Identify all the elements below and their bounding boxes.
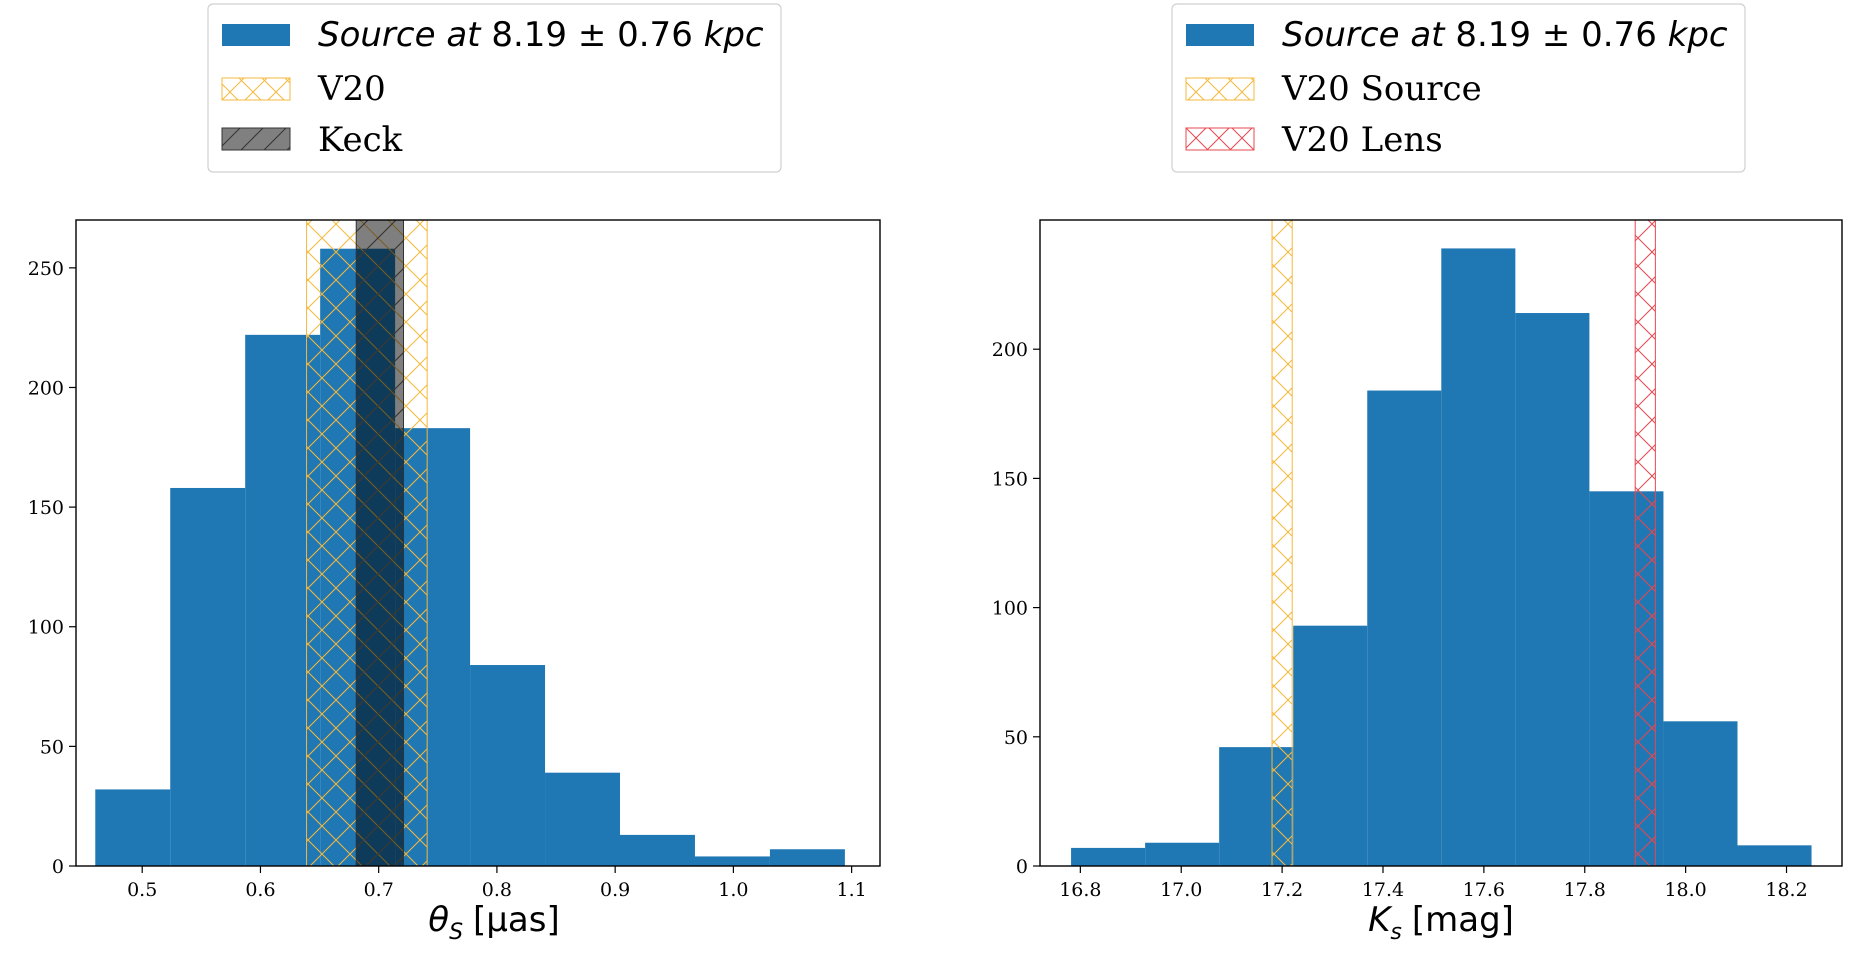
right-hist-bar-9	[1737, 845, 1812, 866]
right-hist-bar-6	[1515, 313, 1590, 866]
left-legend: Source at 8.19 ± 0.76 kpc V20 Keck	[207, 3, 782, 173]
left-legend-swatch-v20	[221, 77, 291, 101]
right-legend-label-v20-lens: V20 Lens	[1281, 120, 1443, 160]
left-legend-hist-suffix: kpc	[693, 15, 764, 55]
left-xtick-label-0: 0.5	[127, 879, 157, 901]
left-ytick-label-5: 250	[28, 258, 64, 280]
right-legend-label-v20-source: V20 Source	[1281, 69, 1482, 109]
right-hist-bar-8	[1663, 721, 1738, 866]
left-x-axis-label-main: θ	[428, 900, 449, 940]
left-plot-frame	[75, 219, 881, 867]
right-band-v20-lens	[1634, 219, 1656, 867]
left-ytick-label-3: 150	[28, 497, 64, 519]
right-plot-frame	[1039, 219, 1843, 867]
right-xtick-label-1: 17.0	[1160, 879, 1202, 901]
left-hist-bar-9	[769, 849, 845, 866]
right-xtick-label-0: 16.8	[1059, 879, 1101, 901]
right-legend-swatch-hist	[1186, 24, 1254, 46]
right-legend-hist-prefix: Source at	[1282, 15, 1455, 55]
right-chart: Source at 8.19 ± 0.76 kpc V20 Source V20…	[992, 3, 1843, 945]
right-xtick-label-6: 18.0	[1664, 879, 1706, 901]
right-bands	[1271, 219, 1656, 867]
left-y-axis: 0 50 100 150 200 250	[28, 258, 76, 878]
right-xtick-label-2: 17.2	[1261, 879, 1303, 901]
left-legend-label-hist: Source at 8.19 ± 0.76 kpc	[318, 15, 764, 55]
right-xtick-label-5: 17.8	[1564, 879, 1606, 901]
left-xtick-label-1: 0.6	[245, 879, 275, 901]
left-chart: Source at 8.19 ± 0.76 kpc V20 Keck 0.5 0.…	[28, 3, 881, 945]
left-xtick-label-3: 0.8	[482, 879, 512, 901]
left-bars	[95, 248, 845, 866]
left-legend-swatch-hist	[222, 24, 290, 46]
left-legend-frame	[207, 3, 782, 173]
left-xtick-label-2: 0.7	[364, 879, 394, 901]
left-xtick-label-6: 1.1	[837, 879, 867, 901]
left-ytick-label-0: 0	[52, 856, 64, 878]
left-hist-bar-8	[694, 856, 770, 866]
left-hist-bar-1	[170, 487, 246, 866]
left-band-keck-hatch	[356, 220, 404, 866]
right-ytick-label-2: 100	[992, 598, 1028, 620]
right-hist-bar-3	[1293, 625, 1368, 866]
left-x-axis-label-sub: S	[449, 920, 463, 945]
right-x-axis-label-unit: [mag]	[1412, 900, 1514, 940]
right-x-axis-label-main: K	[1368, 900, 1393, 940]
left-legend-hist-prefix: Source at	[318, 15, 491, 55]
left-legend-swatch-keck-hatch	[222, 128, 290, 150]
left-ytick-label-2: 100	[28, 617, 64, 639]
right-xtick-label-3: 17.4	[1362, 879, 1404, 901]
left-xtick-label-4: 0.9	[600, 879, 630, 901]
left-bands	[306, 219, 428, 867]
left-x-axis: 0.5 0.6 0.7 0.8 0.9 1.0 1.1	[127, 866, 867, 901]
right-hist-bar-0	[1071, 847, 1146, 866]
right-x-axis-label: Ks [mag]	[1368, 900, 1514, 945]
right-legend-hist-suffix: kpc	[1657, 15, 1728, 55]
right-ytick-label-1: 50	[1004, 727, 1028, 749]
right-x-axis-label-sub: s	[1390, 920, 1401, 945]
right-xtick-label-4: 17.6	[1463, 879, 1505, 901]
right-ytick-label-3: 150	[992, 468, 1028, 490]
left-x-axis-label: θS [μas]	[428, 900, 560, 945]
right-x-axis: 16.8 17.0 17.2 17.4 17.6 17.8 18.0 18.2	[1059, 866, 1808, 901]
right-xtick-label-7: 18.2	[1765, 879, 1807, 901]
right-legend-frame	[1171, 3, 1746, 173]
right-legend-swatch-v20-source	[1185, 77, 1255, 101]
right-legend-hist-value: 8.19 ± 0.76	[1455, 15, 1657, 55]
right-y-axis: 0 50 100 150 200	[992, 339, 1040, 878]
right-ytick-label-4: 200	[992, 339, 1028, 361]
right-hist-bar-1	[1145, 842, 1220, 866]
left-legend-label-keck: Keck	[318, 120, 403, 160]
left-legend-label-v20: V20	[317, 69, 386, 109]
left-ytick-label-1: 50	[40, 736, 64, 758]
left-hist-bar-0	[95, 789, 171, 866]
left-hist-bar-6	[545, 772, 621, 866]
right-hist-bar-4	[1367, 390, 1442, 866]
right-legend-label-hist: Source at 8.19 ± 0.76 kpc	[1282, 15, 1728, 55]
right-hist-bar-5	[1441, 248, 1516, 866]
right-band-v20-source	[1271, 219, 1293, 867]
right-legend-swatch-v20-lens	[1185, 127, 1255, 151]
left-ytick-label-4: 200	[28, 377, 64, 399]
left-legend-hist-value: 8.19 ± 0.76	[491, 15, 693, 55]
left-hist-bar-5	[470, 665, 546, 866]
right-legend: Source at 8.19 ± 0.76 kpc V20 Source V20…	[1171, 3, 1746, 173]
left-xtick-label-5: 1.0	[718, 879, 748, 901]
left-hist-bar-7	[620, 834, 695, 866]
right-bars	[1071, 248, 1812, 866]
left-x-axis-label-unit: [μas]	[473, 900, 560, 940]
right-ytick-label-0: 0	[1016, 856, 1028, 878]
